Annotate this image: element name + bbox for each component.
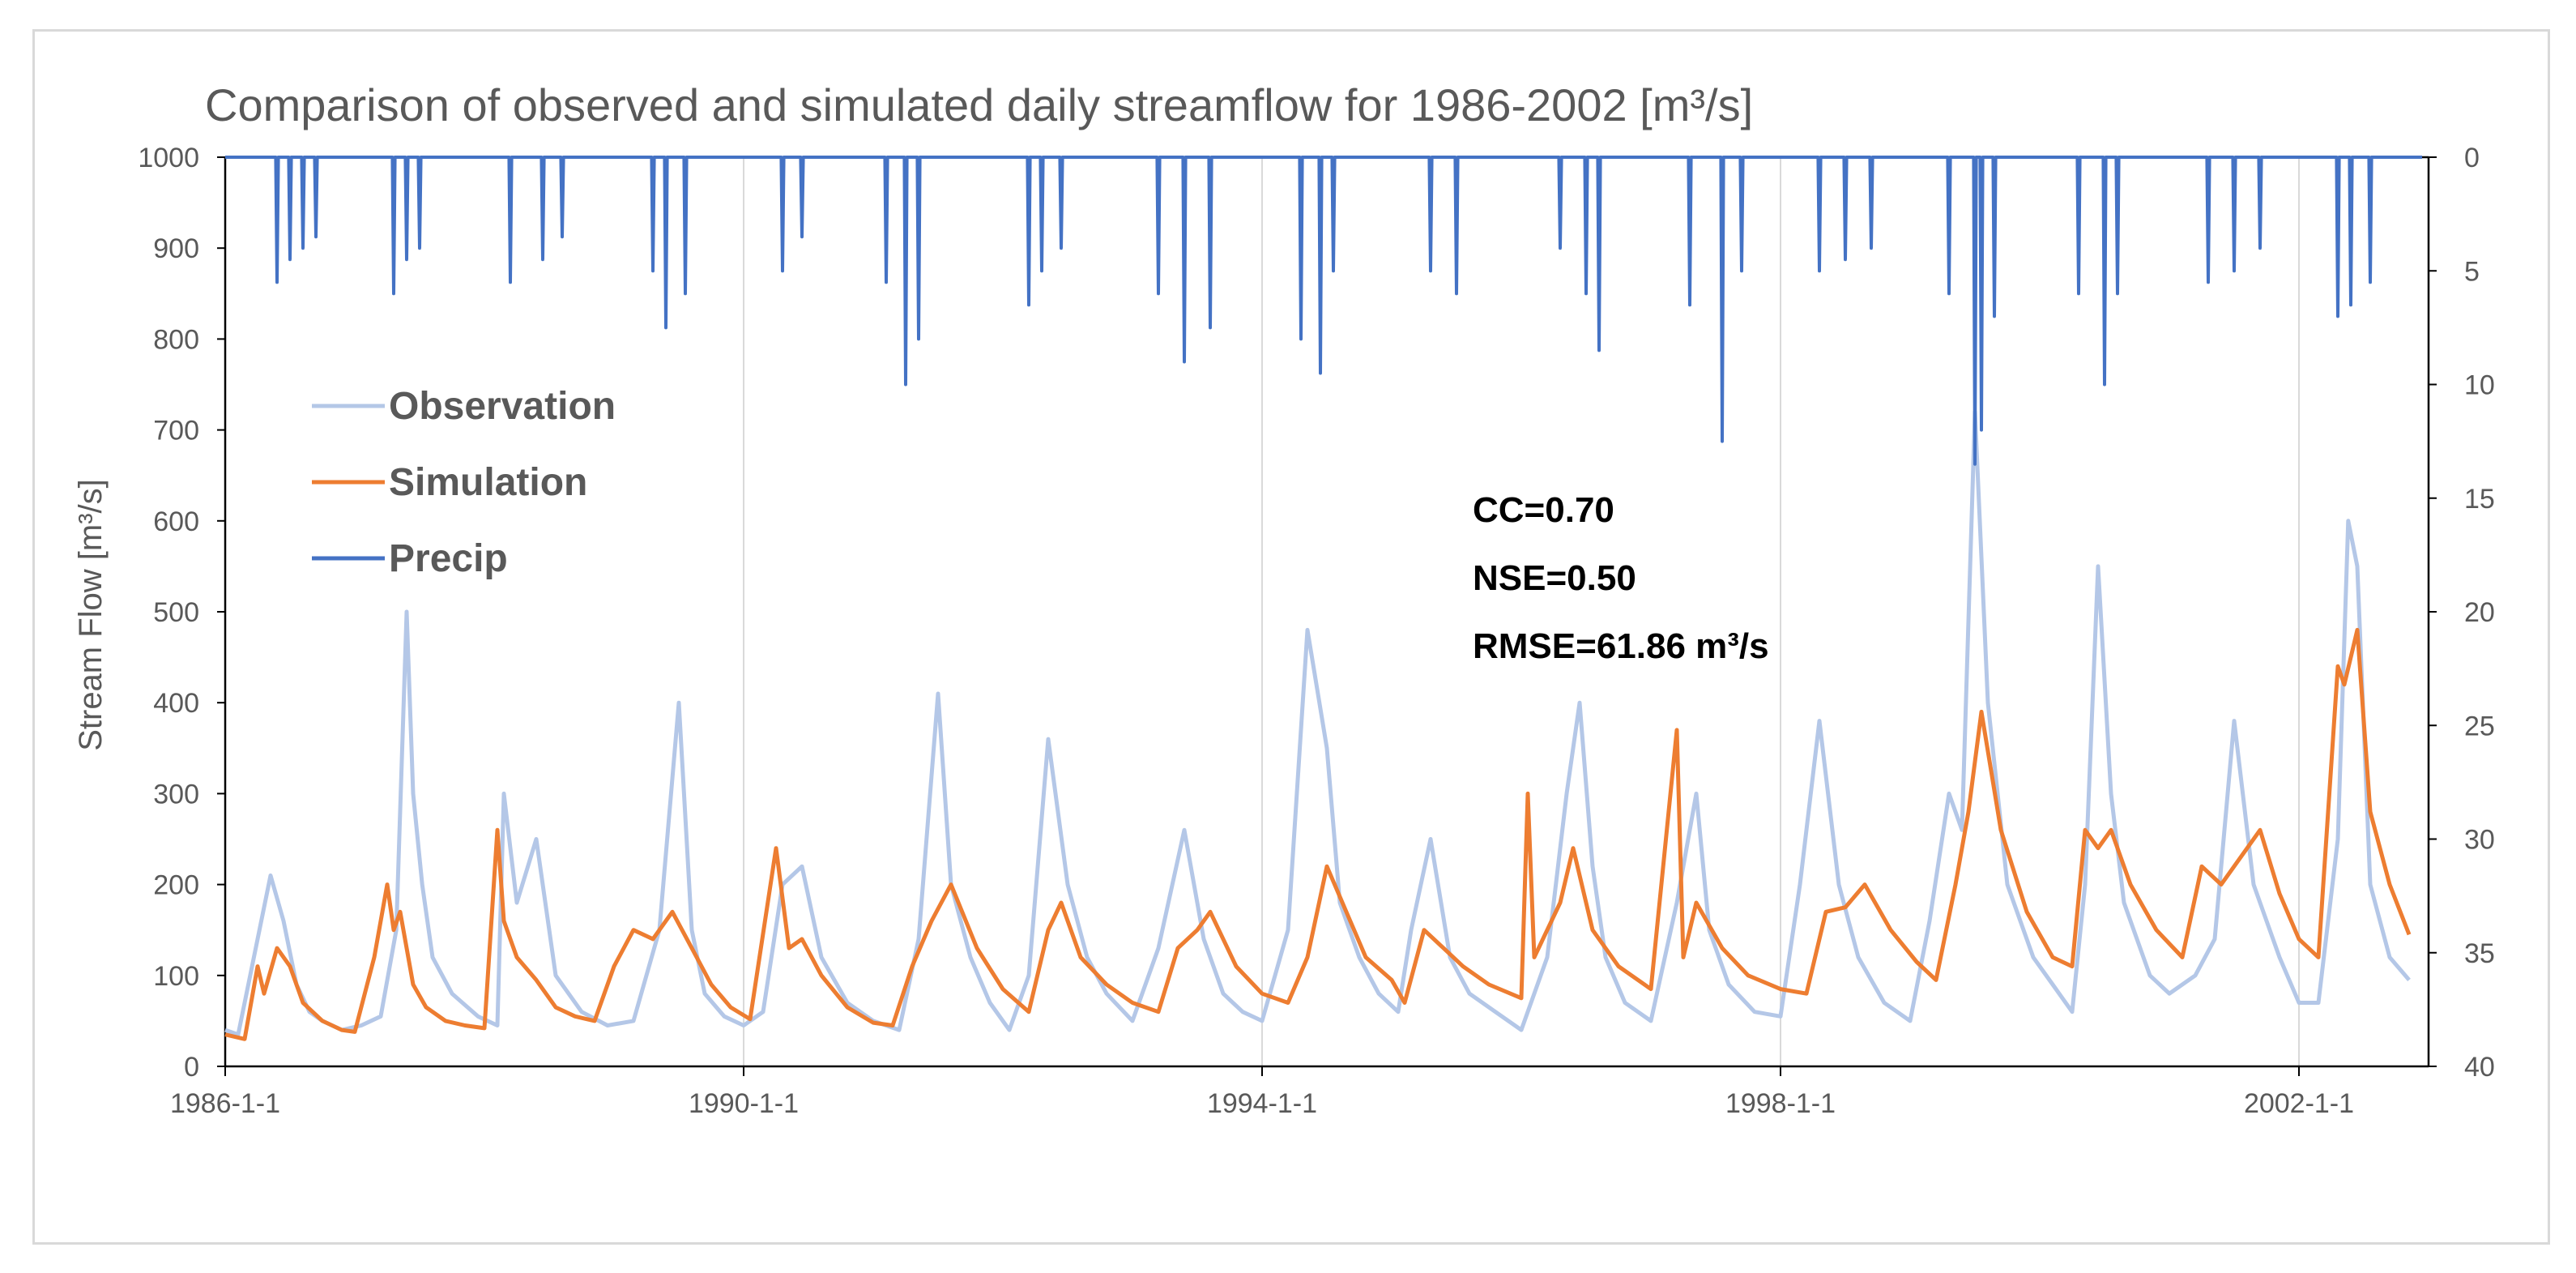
x-tick-label: 1998-1-1 <box>1725 1088 1836 1119</box>
y2-tick-label: 5 <box>2464 256 2480 287</box>
stat-annotation: CC=0.70 <box>1473 490 1614 530</box>
y-tick-label: 300 <box>153 779 199 810</box>
y2-tick-label: 40 <box>2464 1052 2495 1083</box>
legend-label: Simulation <box>389 461 587 504</box>
y2-tick-label: 35 <box>2464 938 2495 969</box>
series-lines <box>224 156 2422 1041</box>
chart-title: Comparison of observed and simulated dai… <box>205 79 1753 130</box>
y-tick-label: 700 <box>153 416 199 446</box>
y2-tick-label: 0 <box>2464 143 2480 173</box>
gridlines <box>743 157 2300 1066</box>
x-tick-label: 1986-1-1 <box>170 1088 280 1119</box>
legend: Observation Simulation Precip <box>312 385 616 580</box>
y-axis-label: Stream Flow [m³/s] <box>73 479 109 751</box>
series-simulation-line <box>224 627 2412 1041</box>
y2-tick-label: 20 <box>2464 597 2495 628</box>
x-tick-label: 2002-1-1 <box>2244 1088 2354 1119</box>
stats-annotations: CC=0.70 NSE=0.50 RMSE=61.86 m³/s <box>1473 490 1769 666</box>
y-tick-label: 400 <box>153 688 199 719</box>
stat-annotation: NSE=0.50 <box>1473 558 1636 598</box>
y2-tick-label: 25 <box>2464 711 2495 741</box>
stat-annotation: RMSE=61.86 m³/s <box>1473 626 1769 666</box>
axes: 0 100 200 300 400 500 600 700 800 900 1000 0 5 10 15 20… <box>138 143 2494 1119</box>
x-tick-label: 1994-1-1 <box>1207 1088 1317 1119</box>
legend-label: Observation <box>389 385 616 428</box>
series-precip-line <box>225 156 2422 466</box>
y-tick-label: 900 <box>153 233 199 264</box>
x-tick-label: 1990-1-1 <box>689 1088 799 1119</box>
y-tick-label: 0 <box>184 1052 199 1083</box>
y-tick-label: 500 <box>153 597 199 628</box>
series-observation-line <box>224 409 2411 1037</box>
legend-label: Precip <box>389 537 508 580</box>
y-tick-label: 100 <box>153 961 199 992</box>
y2-tick-label: 30 <box>2464 825 2495 856</box>
y2-tick-label: 10 <box>2464 370 2495 401</box>
chart-canvas: Comparison of observed and simulated dai… <box>73 79 2495 1119</box>
y-tick-label: 800 <box>153 324 199 355</box>
y-tick-label: 1000 <box>138 143 199 173</box>
y-tick-label: 600 <box>153 506 199 537</box>
y2-tick-label: 15 <box>2464 484 2495 515</box>
chart-frame: Comparison of observed and simulated dai… <box>32 29 2550 1245</box>
y-tick-label: 200 <box>153 870 199 901</box>
